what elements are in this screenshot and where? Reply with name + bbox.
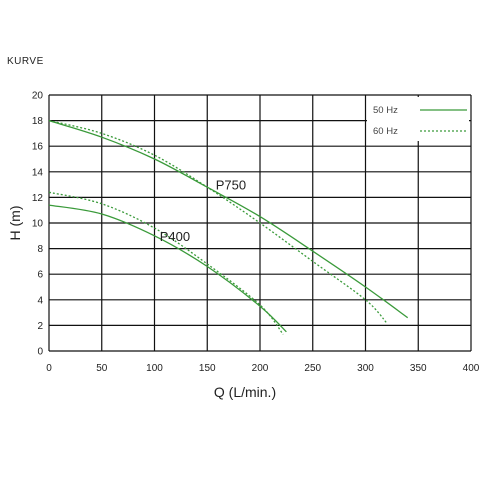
curve-label-p750: P750 [216, 178, 246, 193]
y-tick-label: 14 [32, 167, 44, 178]
series-p750-50hz [48, 119, 409, 319]
y-tick-label: 16 [32, 142, 44, 153]
chart-legend: 50 Hz 60 Hz [373, 105, 467, 137]
curve-labels: P750 P400 [160, 178, 246, 244]
y-tick-label: 2 [37, 321, 43, 332]
x-tick-label: 100 [146, 363, 163, 374]
series-p750-60hz [48, 119, 388, 324]
chart-grid [48, 94, 472, 352]
x-tick-label: 200 [252, 363, 269, 374]
y-tick-label: 20 [32, 91, 44, 102]
series-p400-60hz [48, 191, 284, 335]
chart-series [48, 119, 409, 335]
y-tick-label: 4 [37, 295, 43, 306]
chart-ticks: 0 50 100 150 200 250 300 350 400 0 2 4 6 8 10 12 14 16 18 2… [32, 91, 480, 375]
y-axis-label: H (m) [7, 206, 23, 241]
x-tick-label: 250 [304, 363, 321, 374]
y-tick-label: 18 [32, 116, 44, 127]
page-title: KURVE [7, 56, 44, 67]
y-tick-label: 10 [32, 219, 44, 230]
x-tick-label: 350 [410, 363, 427, 374]
legend-label: 60 Hz [373, 126, 398, 137]
series-p400-50hz [48, 204, 287, 333]
x-tick-label: 50 [96, 363, 108, 374]
legend-label: 50 Hz [373, 105, 398, 116]
curve-label-p400: P400 [160, 229, 190, 244]
x-tick-label: 150 [199, 363, 216, 374]
legend-background [367, 97, 469, 141]
y-tick-label: 0 [37, 347, 43, 358]
x-tick-label: 0 [46, 363, 52, 374]
y-tick-label: 6 [37, 270, 43, 281]
x-axis-label: Q (L/min.) [214, 384, 276, 400]
x-tick-label: 400 [463, 363, 480, 374]
x-tick-label: 300 [357, 363, 374, 374]
y-tick-label: 12 [32, 193, 44, 204]
y-tick-label: 8 [37, 244, 43, 255]
